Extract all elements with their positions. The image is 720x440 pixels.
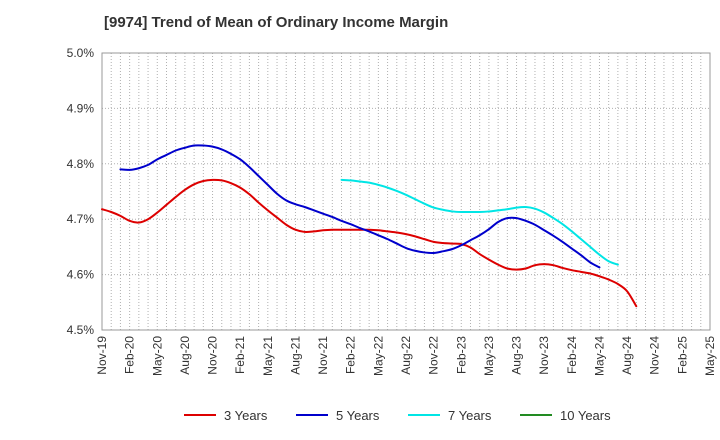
x-axis: Nov-19 Feb-20 May-20 Aug-20 Nov-20 Feb-21 May-…: [95, 336, 717, 376]
x-tick-label: May-20: [150, 336, 164, 376]
legend: 3 Years 5 Years 7 Years 10 Years: [184, 408, 611, 423]
x-tick-label: Feb-25: [675, 336, 689, 374]
x-tick-label: May-22: [371, 336, 385, 376]
series-line-7-years: [340, 178, 619, 266]
x-tick-label: Nov-21: [316, 336, 330, 375]
y-tick-label: 4.8%: [67, 157, 95, 171]
x-tick-label: Aug-20: [178, 336, 192, 375]
x-tick-label: Feb-24: [565, 336, 579, 374]
y-tick-label: 4.9%: [67, 101, 95, 115]
x-tick-label: May-23: [482, 336, 496, 376]
series-layer: [101, 144, 638, 308]
x-tick-label: Nov-19: [95, 336, 109, 375]
x-tick-label: Nov-20: [206, 336, 220, 375]
chart-title: [9974] Trend of Mean of Ordinary Income …: [104, 14, 449, 31]
y-tick-label: 4.7%: [67, 212, 95, 226]
x-tick-label: Aug-24: [620, 336, 634, 375]
x-tick-label: Aug-21: [288, 336, 302, 375]
x-tick-label: Aug-22: [399, 336, 413, 375]
x-tick-label: Nov-23: [537, 336, 551, 375]
x-tick-label: May-25: [703, 336, 717, 376]
y-tick-label: 4.6%: [67, 268, 95, 282]
x-tick-label: May-21: [261, 336, 275, 376]
x-tick-label: Aug-23: [510, 336, 524, 375]
y-tick-label: 5.0%: [67, 46, 95, 60]
legend-label-5-years: 5 Years: [336, 408, 380, 423]
x-tick-label: Feb-20: [123, 336, 137, 374]
x-tick-label: Feb-23: [454, 336, 468, 374]
x-tick-label: Nov-24: [648, 336, 662, 375]
x-tick-label: May-24: [592, 336, 606, 376]
x-tick-label: Nov-22: [427, 336, 441, 375]
legend-label-7-years: 7 Years: [448, 408, 492, 423]
series-line-3-years: [101, 178, 638, 308]
plot-frame: [101, 52, 711, 331]
y-tick-label: 4.5%: [67, 323, 95, 337]
y-axis: 4.5% 4.6% 4.7% 4.8% 4.9% 5.0%: [67, 46, 95, 337]
x-tick-label: Feb-22: [344, 336, 358, 374]
legend-label-10-years: 10 Years: [560, 408, 611, 423]
series-line-5-years: [119, 144, 601, 269]
legend-label-3-years: 3 Years: [224, 408, 268, 423]
x-tick-label: Feb-21: [233, 336, 247, 374]
grid-layer: [102, 53, 710, 330]
